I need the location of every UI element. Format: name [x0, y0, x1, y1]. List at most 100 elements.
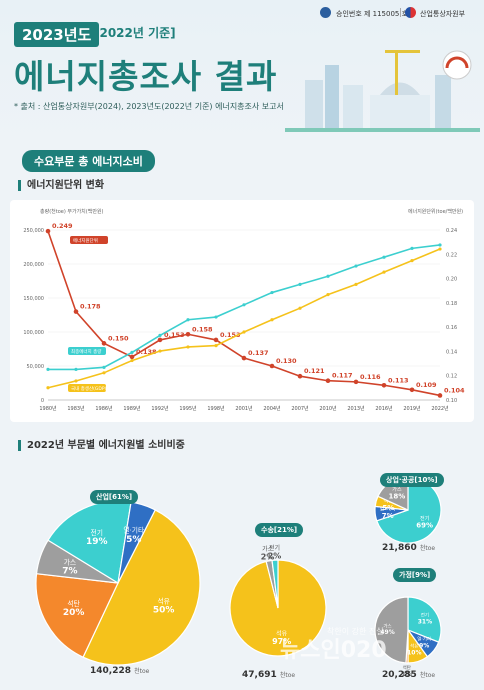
right-axis-label: 에너지원단위(toe/백만원): [408, 209, 464, 215]
legend-tag: [68, 384, 106, 392]
series-point: [437, 393, 443, 398]
transport-total-unit: 천toe: [279, 672, 296, 679]
series-point: [270, 318, 274, 322]
industry-total-unit: 천toe: [134, 668, 150, 675]
series-point: [270, 290, 274, 295]
x-tick-label: 2016년: [375, 405, 393, 412]
pie-charts-svg: 석유50%석탄20%가스7%전기19%열·기타5%석유97%가스2%전기2%전기…: [35, 476, 442, 678]
slice-label: 가스: [64, 557, 76, 566]
series-line-2: [47, 248, 441, 389]
slice-value: 19%: [86, 537, 108, 547]
approval-emblem-icon: [320, 7, 331, 18]
series-point: [269, 363, 275, 369]
x-tick-label: 1989년: [123, 405, 141, 412]
slice-label: 열·기타: [417, 636, 432, 643]
data-label: 0.249: [52, 222, 73, 230]
series-point: [130, 358, 134, 363]
slice-label: 전기: [421, 611, 429, 618]
section-title: 수요부문 총 에너지소비: [22, 150, 155, 172]
approval-number: 승인번호 제 115005 호: [336, 10, 409, 18]
series-point: [102, 371, 106, 375]
slice-value: 50%: [153, 606, 175, 616]
slice-value: 5%: [126, 535, 141, 545]
series-point: [298, 282, 302, 286]
x-tick-label: 2022년: [431, 405, 449, 412]
series-point: [46, 386, 50, 390]
series-point: [326, 293, 330, 297]
line-chart-svg: 250,000 200,000 150,000 100,000 50,000 0 0.24 0…: [23, 222, 465, 412]
series-point: [102, 365, 106, 369]
x-tick-label: 1995년: [179, 405, 197, 412]
series-point: [438, 243, 442, 247]
industry-total-value: 140,228: [90, 666, 131, 676]
series-point: [129, 354, 135, 360]
pie-slice: [35, 573, 119, 658]
slice-value: 2%: [261, 552, 275, 561]
subsection-intensity-title: 에너지원단위 변화: [18, 180, 104, 191]
series-point: [157, 337, 163, 343]
data-label: 0.116: [360, 373, 381, 381]
left-axis-label: 총량(천toe) 부가가치(백만원): [40, 209, 104, 215]
transport-tag: 수송[21%]: [255, 523, 304, 537]
series-point: [382, 255, 386, 259]
slice-value: 2%: [268, 552, 282, 561]
right-tick-label: 0.24: [446, 228, 457, 234]
left-tick-label: 0: [41, 398, 44, 404]
slice-label: 전기: [91, 528, 103, 537]
commercial-total-unit: 천toe: [419, 545, 436, 552]
series-point: [213, 337, 219, 343]
series-point: [214, 344, 218, 348]
right-tick-label: 0.20: [446, 277, 457, 283]
slice-value: 31%: [418, 618, 432, 625]
series-point: [130, 350, 134, 354]
commercial-total: 21,860 천toe: [382, 543, 435, 553]
data-label: 0.158: [192, 325, 213, 333]
data-label: 0.130: [276, 357, 297, 365]
series-point: [438, 247, 442, 251]
pie-slice: [271, 559, 279, 609]
series-point: [354, 282, 358, 286]
right-tick-label: 0.22: [446, 252, 457, 258]
data-label: 0.153: [164, 331, 185, 339]
slice-value: 10%: [407, 649, 421, 656]
subsection-share-title: 2022년 부문별 에너지원별 소비비중: [18, 440, 185, 451]
data-label: 0.153: [220, 331, 241, 339]
ministry-name: 산업통상자원부: [420, 10, 466, 18]
x-tick-label: 1992년: [151, 405, 169, 412]
series-point: [326, 274, 330, 278]
transport-total-value: 47,691: [242, 670, 277, 680]
slice-label: 전기: [420, 514, 430, 522]
ministry-emblem-icon: [405, 7, 416, 18]
slice-label: 전기: [269, 544, 280, 552]
left-tick-label: 50,000: [27, 364, 45, 370]
data-label: 0.104: [444, 386, 465, 394]
left-tick-label: 150,000: [23, 296, 44, 302]
right-tick-label: 0.10: [446, 398, 457, 404]
x-tick-label: 1986년: [95, 405, 113, 412]
data-label: 0.117: [332, 372, 353, 380]
x-tick-label: 2004년: [263, 405, 281, 412]
data-label: 0.121: [304, 367, 325, 375]
legend-label: 에너지원단위: [73, 237, 98, 244]
commercial-total-value: 21,860: [382, 543, 417, 553]
slice-value: 18%: [389, 492, 406, 500]
x-tick-label: 2010년: [319, 405, 337, 412]
data-label: 0.138: [136, 348, 157, 356]
slice-value: 1%: [402, 671, 412, 678]
commercial-tag: 상업·공공[10%]: [380, 473, 444, 487]
left-tick-label: 250,000: [23, 228, 44, 234]
left-tick-label: 200,000: [23, 262, 44, 268]
base-year-badge: [2022년 기준]: [94, 26, 176, 40]
city-illustration: [285, 50, 480, 132]
right-tick-label: 0.12: [446, 374, 457, 380]
series-point: [241, 355, 247, 361]
series-point: [101, 341, 107, 346]
series-point: [325, 378, 331, 384]
x-tick-label: 2013년: [347, 405, 365, 412]
series-line-1: [48, 244, 441, 371]
legend-label: 국내 총생산(GDP): [71, 385, 107, 392]
legend-tag: [68, 347, 106, 355]
source-note: * 출처 : 산업통상자원부(2024), 2023년도(2022년 기준) 에…: [14, 102, 284, 111]
series-point: [410, 246, 414, 250]
slice-label: 석유: [410, 642, 418, 649]
